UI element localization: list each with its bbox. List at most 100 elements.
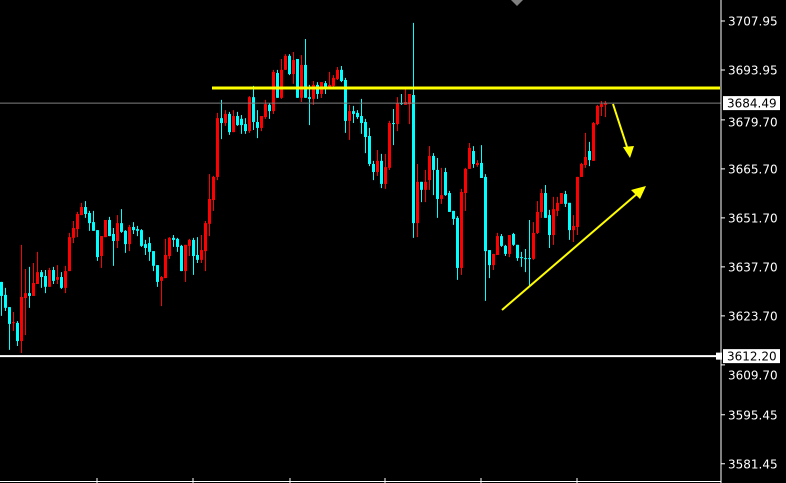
candle xyxy=(540,188,543,218)
candle-body xyxy=(332,77,335,86)
candle xyxy=(260,116,263,132)
candle xyxy=(364,118,367,154)
candle-body xyxy=(444,172,447,196)
candle-body xyxy=(60,277,63,288)
candle xyxy=(152,251,155,272)
candle xyxy=(296,58,299,98)
candle-body xyxy=(216,118,219,177)
candle xyxy=(100,236,103,268)
candle xyxy=(176,237,179,252)
candle xyxy=(52,266,55,285)
candle-body xyxy=(204,223,207,252)
candle xyxy=(20,244,23,353)
candle xyxy=(44,270,47,294)
candle xyxy=(484,174,487,301)
candle xyxy=(112,228,115,266)
candle-body xyxy=(496,236,499,255)
candle xyxy=(48,267,51,287)
candle xyxy=(468,142,471,169)
candle xyxy=(68,232,71,272)
candle-body xyxy=(92,222,95,231)
candle xyxy=(424,169,427,203)
candle-body xyxy=(4,294,7,308)
candle-body xyxy=(240,118,243,126)
candle-body xyxy=(276,72,279,98)
candle-body xyxy=(460,191,463,268)
candle xyxy=(280,58,283,99)
candle-body xyxy=(52,270,55,281)
candle-body xyxy=(584,156,587,166)
up-arrow-annotation[interactable] xyxy=(501,186,646,311)
candle xyxy=(444,167,447,196)
candle-body xyxy=(468,147,471,169)
candle-body xyxy=(484,176,487,252)
candle xyxy=(500,233,503,247)
candle-body xyxy=(68,237,71,272)
candle xyxy=(4,287,7,311)
candle-body xyxy=(212,176,215,201)
candle xyxy=(232,110,235,133)
candle xyxy=(244,118,247,134)
candle xyxy=(508,235,511,258)
candle xyxy=(428,146,431,190)
price-tick-label: 3651.70 xyxy=(728,211,778,225)
candle xyxy=(472,146,475,168)
candle xyxy=(60,272,63,289)
chart-shift-marker-icon[interactable] xyxy=(511,0,523,6)
candle-body xyxy=(176,238,179,247)
candle xyxy=(380,153,383,189)
candle-body xyxy=(124,230,127,245)
candle xyxy=(224,110,227,126)
candle xyxy=(440,167,443,204)
candle-body xyxy=(328,84,331,89)
candle xyxy=(432,153,435,196)
candle-body xyxy=(580,163,583,177)
candle xyxy=(592,121,595,161)
price-tick-label: 3707.95 xyxy=(728,15,778,29)
candle xyxy=(160,275,163,307)
candle-body xyxy=(236,116,239,126)
candle xyxy=(412,22,415,238)
candle-body xyxy=(136,229,139,231)
candle-body xyxy=(184,244,187,272)
price-tick-label: 3637.70 xyxy=(728,260,778,274)
candle-body xyxy=(568,202,571,231)
candle xyxy=(480,145,483,178)
candle-body xyxy=(8,307,11,324)
candles-layer xyxy=(0,22,607,353)
candle xyxy=(452,210,455,225)
candle-body xyxy=(200,250,203,260)
candle-body xyxy=(120,223,123,232)
candle xyxy=(392,109,395,146)
horizontal-level-label: 3612.20 xyxy=(727,350,777,364)
price-tick-label: 3693.95 xyxy=(728,64,778,78)
candle-body xyxy=(528,258,531,260)
candle-body xyxy=(512,233,515,245)
candle xyxy=(532,222,535,260)
candle xyxy=(84,201,87,218)
candle-body xyxy=(508,235,511,254)
candle-body xyxy=(180,245,183,272)
candle-body xyxy=(208,198,211,224)
candle-body xyxy=(252,97,255,122)
candle-body xyxy=(272,71,275,112)
candle xyxy=(596,104,599,126)
candle-body xyxy=(268,104,271,112)
candle-body xyxy=(548,215,551,236)
candle xyxy=(116,215,119,248)
candle-body xyxy=(288,55,291,75)
candle xyxy=(520,251,523,267)
candle-body xyxy=(560,193,563,204)
candle xyxy=(376,149,379,176)
candle xyxy=(340,65,343,83)
candle-body xyxy=(540,193,543,212)
candle xyxy=(272,69,275,114)
candle xyxy=(104,219,107,238)
candle-body xyxy=(168,237,171,257)
candle-body xyxy=(456,217,459,268)
price-tick-label: 3595.45 xyxy=(728,408,778,422)
candle-body xyxy=(152,251,155,266)
candle-body xyxy=(12,322,15,324)
candle xyxy=(96,230,99,261)
down-arrow-annotation[interactable] xyxy=(612,103,634,158)
